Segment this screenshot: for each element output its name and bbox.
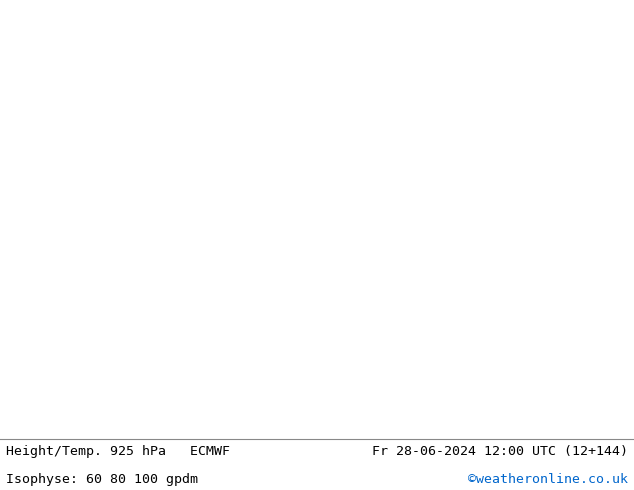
Text: Height/Temp. 925 hPa   ECMWF: Height/Temp. 925 hPa ECMWF [6, 445, 230, 458]
Text: Fr 28-06-2024 12:00 UTC (12+144): Fr 28-06-2024 12:00 UTC (12+144) [372, 445, 628, 458]
Text: ©weatheronline.co.uk: ©weatheronline.co.uk [468, 473, 628, 486]
Text: Isophyse: 60 80 100 gpdm: Isophyse: 60 80 100 gpdm [6, 473, 198, 486]
